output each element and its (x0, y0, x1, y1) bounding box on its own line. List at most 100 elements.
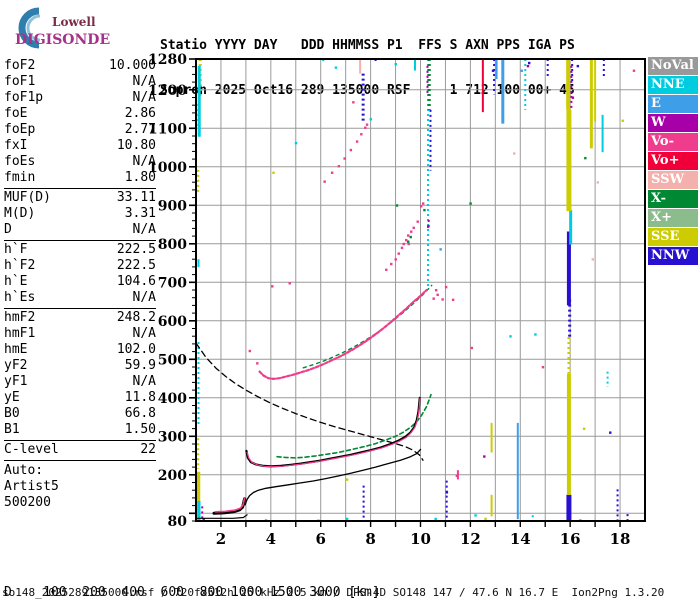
echo-point (407, 234, 410, 237)
echo-point (421, 202, 425, 205)
echo-point (355, 140, 359, 143)
legend-item-noval: NoVal (648, 57, 698, 75)
echo-point (345, 478, 349, 481)
param-group: MUF(D) 33.11 M(D) 3.31 D N/A (4, 188, 156, 240)
echo-point (343, 157, 346, 160)
autoscaling-line: 500200 (4, 495, 51, 510)
param-label: yF2 (4, 358, 28, 373)
parameter-panel: foF2 10.000 foF1 N/A foF1p N/A foE 2.86 foEp 2.77… (4, 57, 156, 511)
echo-point (632, 69, 636, 72)
trace-muf-transmission-curve (195, 342, 424, 461)
param-value: 102.0 (116, 342, 156, 357)
echo-point (395, 204, 399, 207)
legend-item-e: E (648, 95, 698, 113)
param-row-b0: B0 66.8 (4, 406, 156, 422)
trace-e-trace (214, 497, 246, 513)
param-group: hmF2 248.2 hmF1 N/A hmE 102.0 yF2 59.9 yF1 N/A yE 1… (4, 308, 156, 440)
param-row-fxi: fxI 10.80 (4, 138, 156, 154)
param-value: N/A (132, 154, 156, 169)
echo-point (426, 225, 430, 228)
logo-lowell-text: Lowell (52, 15, 96, 29)
echo-point (445, 491, 449, 494)
echo-point (369, 118, 373, 121)
param-label: h`F (4, 242, 28, 257)
param-row-foes: foEs N/A (4, 154, 156, 170)
echo-point (248, 349, 252, 353)
param-label: yE (4, 390, 20, 405)
x-tick-label: 10 (410, 530, 431, 548)
y-tick-label: 1000 (148, 160, 187, 176)
param-row-fof2: foF2 10.000 (4, 58, 156, 74)
logo-digisonde-text: DIGISONDE (15, 32, 110, 48)
param-row-yf1: yF1 N/A (4, 374, 156, 390)
param-value: N/A (132, 90, 156, 105)
echo-point (407, 240, 410, 243)
param-row-mufd: MUF(D) 33.11 (4, 190, 156, 206)
echo-point (576, 64, 580, 68)
y-tick-label: 300 (158, 429, 187, 445)
param-label: C-level (4, 442, 59, 457)
echo-point (474, 514, 477, 517)
param-label: MUF(D) (4, 190, 51, 205)
echo-point (334, 66, 338, 69)
param-value: 222.5 (116, 258, 156, 273)
param-value: 66.8 (124, 406, 156, 421)
dmuf-table: D 100 200 400 600 800 1000 1500 3000 [km… (4, 555, 388, 600)
echo-point (271, 285, 274, 288)
echo-point (352, 101, 355, 104)
param-value: 2.86 (124, 106, 156, 121)
echo-point (416, 220, 419, 223)
echo-point (484, 517, 487, 521)
param-label: hmF1 (4, 326, 36, 341)
echo-point (483, 455, 486, 458)
y-tick-label: 1200 (148, 83, 187, 99)
echo-point (412, 226, 415, 230)
legend-item-nne: NNE (648, 76, 698, 94)
param-value: N/A (132, 326, 156, 341)
echo-point (528, 61, 531, 65)
echo-point (541, 366, 545, 369)
param-value: 248.2 (116, 310, 156, 325)
x-tick-label: 18 (610, 530, 631, 548)
trace-f-trace-o (246, 397, 421, 468)
echo-point (609, 431, 612, 434)
x-tick-label: 2 (216, 530, 226, 548)
echo-point (491, 69, 495, 72)
echo-point (402, 242, 405, 246)
param-value: 59.9 (124, 358, 156, 373)
param-value: 222.5 (116, 242, 156, 257)
echo-point (407, 242, 410, 246)
x-tick-label: 4 (266, 530, 276, 548)
trace-f-trace-outline (245, 396, 421, 468)
param-label: foEs (4, 154, 36, 169)
file-info: so148_2025289135000.rsf / 720fx512h 25 k… (2, 586, 665, 599)
legend-item-sse: SSE (648, 228, 698, 246)
param-row-fof1p: foF1p N/A (4, 90, 156, 106)
y-tick-label: 800 (158, 237, 187, 253)
param-value: 1.50 (124, 422, 156, 437)
y-tick-label: 1100 (148, 121, 187, 137)
y-tick-label: 600 (158, 314, 187, 330)
param-label: fmin (4, 170, 36, 185)
echo-point (397, 252, 400, 255)
echo-point (394, 258, 397, 261)
lowell-digisonde-logo: Lowell DIGISONDE (15, 7, 110, 49)
param-row-clevel: C-level 22 (4, 442, 156, 458)
echo-point (526, 64, 530, 68)
param-value: 1.80 (124, 170, 156, 185)
param-value: 11.8 (124, 390, 156, 405)
echo-point (451, 298, 455, 302)
header-line1: Statio YYYY DAY DDD HHMMSS P1 FFS S AXN … (160, 38, 575, 53)
param-row-hme: hmE 102.0 (4, 342, 156, 358)
param-value: N/A (132, 290, 156, 305)
echo-point (520, 69, 523, 72)
echo-point (365, 123, 369, 126)
param-label: foF2 (4, 58, 36, 73)
legend-item-w: W (648, 114, 698, 132)
autoscaling-line: Artist5 (4, 479, 59, 494)
legend-item-vo: Vo+ (648, 152, 698, 170)
echo-point (509, 335, 512, 338)
logo-crescent-icon (18, 7, 40, 49)
param-label: foEp (4, 122, 36, 137)
